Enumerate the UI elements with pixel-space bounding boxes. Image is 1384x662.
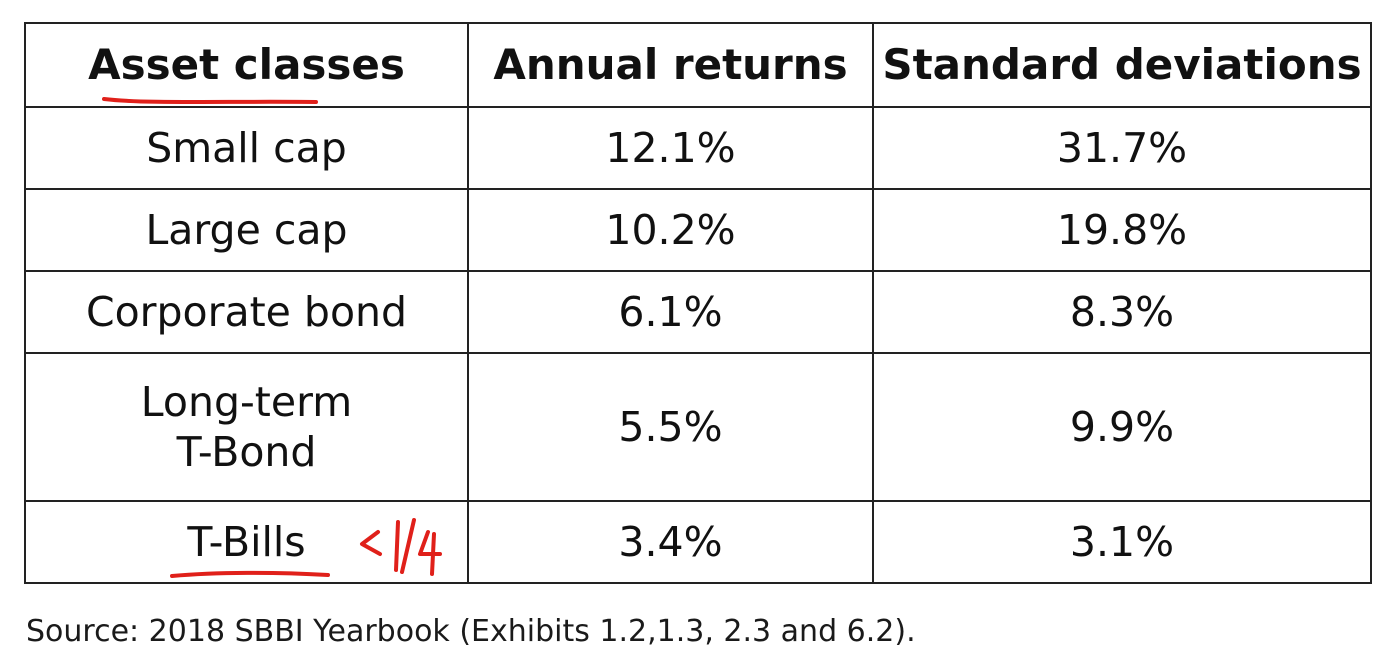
annual-return-cell: 5.5% xyxy=(467,352,874,502)
std-dev-value: 3.1% xyxy=(1069,517,1175,566)
asset-returns-table: Asset classes Annual returns Standard de… xyxy=(24,22,1372,584)
annual-return-value: 12.1% xyxy=(605,123,736,172)
header-annual-returns-label: Annual returns xyxy=(493,40,848,90)
table-row: Long-term T-Bond 5.5% 9.9% xyxy=(24,352,1372,502)
asset-cell: T-Bills xyxy=(24,500,469,584)
asset-cell: Corporate bond xyxy=(24,270,469,354)
std-dev-cell: 19.8% xyxy=(872,188,1372,272)
asset-cell: Large cap xyxy=(24,188,469,272)
header-asset-classes: Asset classes xyxy=(24,22,469,108)
annual-return-cell: 12.1% xyxy=(467,106,874,190)
asset-returns-table-container: Asset classes Annual returns Standard de… xyxy=(24,22,1372,584)
table-header-row: Asset classes Annual returns Standard de… xyxy=(24,22,1372,108)
asset-label: Corporate bond xyxy=(85,287,408,336)
std-dev-cell: 9.9% xyxy=(872,352,1372,502)
table-row: T-Bills 3.4% 3.1% xyxy=(24,500,1372,584)
std-dev-cell: 8.3% xyxy=(872,270,1372,354)
header-annual-returns: Annual returns xyxy=(467,22,874,108)
asset-label: T-Bills xyxy=(187,517,306,566)
annual-return-value: 3.4% xyxy=(618,517,723,566)
std-dev-value: 19.8% xyxy=(1056,205,1188,254)
table-row: Corporate bond 6.1% 8.3% xyxy=(24,270,1372,354)
table-row: Large cap 10.2% 19.8% xyxy=(24,188,1372,272)
header-standard-deviations: Standard deviations xyxy=(872,22,1372,108)
asset-cell: Small cap xyxy=(24,106,469,190)
annual-return-value: 5.5% xyxy=(618,402,723,451)
std-dev-value: 9.9% xyxy=(1069,402,1175,451)
annual-return-cell: 10.2% xyxy=(467,188,874,272)
asset-label: Large cap xyxy=(145,205,348,254)
source-citation: Source: 2018 SBBI Yearbook (Exhibits 1.2… xyxy=(26,614,916,649)
std-dev-value: 31.7% xyxy=(1056,123,1188,172)
annual-return-cell: 3.4% xyxy=(467,500,874,584)
asset-label: Small cap xyxy=(146,123,347,172)
std-dev-cell: 3.1% xyxy=(872,500,1372,584)
std-dev-value: 8.3% xyxy=(1069,287,1175,336)
header-standard-deviations-label: Standard deviations xyxy=(882,40,1362,90)
asset-label-line-1: Long-term xyxy=(140,377,353,426)
asset-cell: Long-term T-Bond xyxy=(24,352,469,502)
header-asset-classes-label: Asset classes xyxy=(88,40,405,90)
annual-return-cell: 6.1% xyxy=(467,270,874,354)
std-dev-cell: 31.7% xyxy=(872,106,1372,190)
annual-return-value: 10.2% xyxy=(605,205,736,254)
table-row: Small cap 12.1% 31.7% xyxy=(24,106,1372,190)
asset-label-line-2: T-Bond xyxy=(176,428,317,476)
annual-return-value: 6.1% xyxy=(618,287,723,336)
